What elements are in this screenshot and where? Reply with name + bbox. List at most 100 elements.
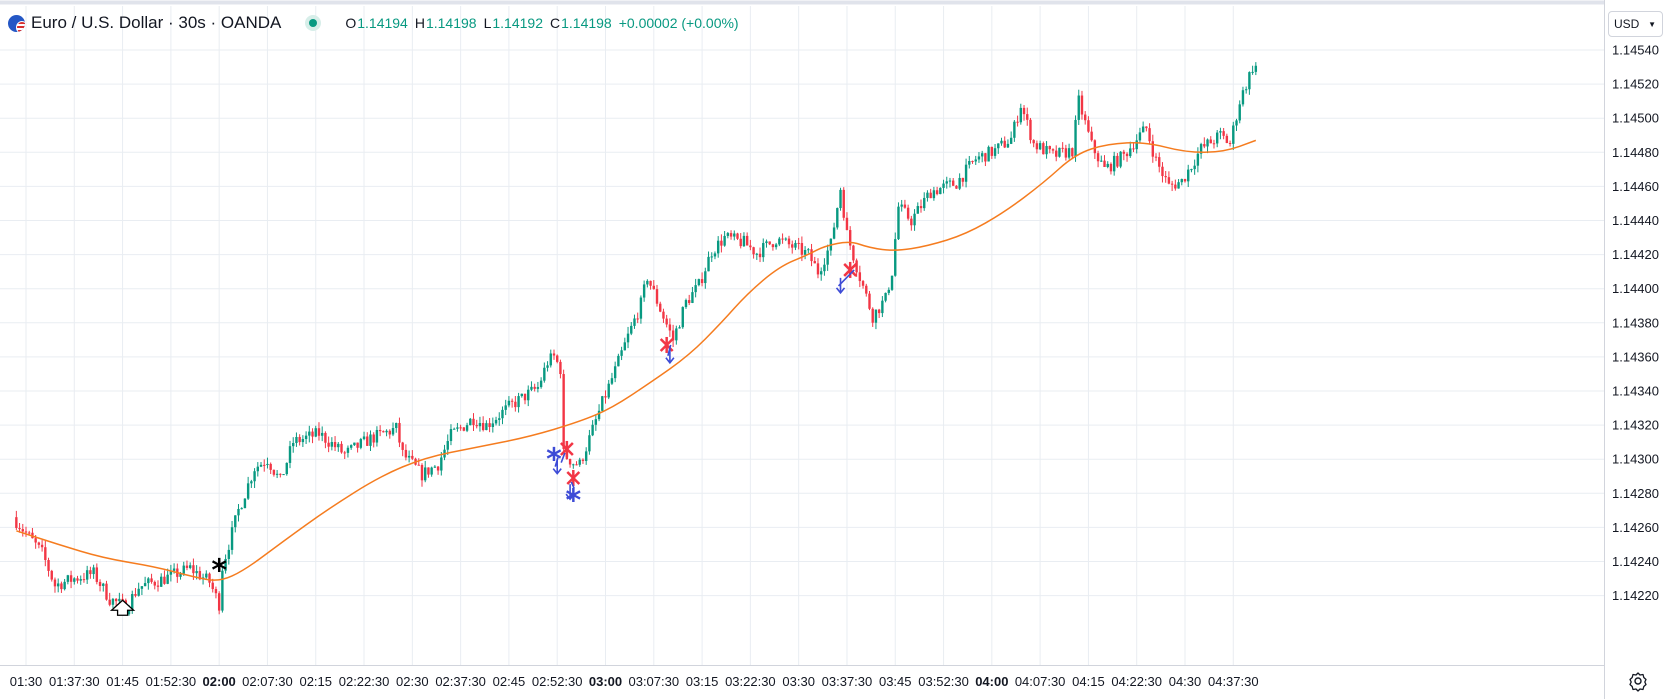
candle [684, 298, 688, 309]
candle [510, 398, 514, 408]
time-tick-label: 01:45 [106, 674, 139, 689]
candle [279, 473, 282, 478]
price-tick-label: 1.14380 [1612, 315, 1659, 330]
price-tick-label: 1.14420 [1612, 247, 1659, 262]
candle [234, 515, 237, 533]
candle [613, 361, 617, 383]
candle [736, 232, 739, 240]
candle [472, 413, 475, 432]
candle [716, 236, 720, 258]
price-tick-label: 1.14520 [1612, 77, 1659, 92]
eur-usd-flags-icon[interactable] [8, 14, 25, 32]
candle [1248, 71, 1251, 95]
candle [968, 155, 971, 169]
candle [1100, 155, 1103, 162]
candle [92, 564, 95, 579]
candle [47, 557, 50, 577]
candle [826, 244, 829, 271]
candle [668, 318, 672, 337]
candle [877, 308, 881, 319]
candle [942, 179, 945, 194]
candle [79, 575, 82, 585]
candle [292, 437, 295, 453]
candle [56, 578, 60, 593]
candle [1132, 142, 1135, 153]
candle [1177, 179, 1180, 189]
candle [1042, 141, 1045, 155]
candle [710, 252, 713, 262]
candle [1135, 134, 1138, 154]
candle [140, 586, 144, 596]
arrow-down-marker-icon [565, 484, 575, 501]
candle [1251, 65, 1254, 75]
candle [749, 239, 752, 251]
candle [855, 258, 858, 277]
candle [1071, 147, 1074, 160]
market-open-dot-icon[interactable] [305, 15, 322, 31]
candle [317, 422, 321, 441]
candle [1199, 142, 1203, 159]
candle [308, 425, 311, 443]
price-tick-label: 1.14540 [1612, 43, 1659, 58]
candle [588, 429, 591, 455]
candle [295, 432, 298, 447]
currency-button[interactable]: USD ▼ [1608, 11, 1663, 37]
candle [784, 237, 787, 242]
price-axis[interactable]: 1.14540 1.14520 1.14500 1.14480 1.14460 1.144… [1612, 43, 1659, 604]
candle [73, 577, 76, 585]
candle [304, 431, 308, 444]
candle [346, 445, 350, 458]
marker-connector [560, 452, 566, 463]
candle [356, 442, 359, 453]
candle [488, 418, 491, 433]
candle [340, 441, 343, 454]
candle [758, 247, 762, 263]
candle [1122, 149, 1126, 161]
candle [1022, 105, 1026, 121]
candle [910, 215, 913, 231]
candle [166, 568, 169, 585]
candle [646, 279, 649, 288]
candle [143, 576, 147, 587]
candle [681, 306, 684, 329]
candle [514, 395, 517, 412]
candle [188, 562, 192, 570]
candle [420, 463, 424, 487]
candle [456, 422, 459, 432]
candle [269, 462, 272, 475]
candle [311, 428, 314, 444]
candle [939, 187, 942, 195]
time-axis[interactable]: 01:30 01:37:30 01:45 01:52:30 02:00 02:07:30 0… [10, 674, 1259, 689]
candle [436, 465, 440, 475]
time-tick-label: 02:15 [299, 674, 332, 689]
candle [771, 243, 775, 251]
candle [945, 176, 948, 189]
candle [275, 470, 279, 479]
candle [76, 575, 79, 584]
candle [601, 395, 604, 412]
candle [675, 325, 678, 345]
candle [961, 177, 965, 187]
candle [791, 240, 794, 254]
candle [868, 290, 871, 311]
settings-gear-icon[interactable] [1627, 670, 1649, 692]
chevron-down-icon: ▼ [1648, 20, 1656, 29]
candle [890, 275, 894, 291]
candle [993, 144, 997, 159]
candle [1244, 86, 1248, 94]
candle [89, 566, 92, 579]
candle [1083, 111, 1087, 125]
symbol-title[interactable]: Euro / U.S. Dollar · 30s · OANDA [31, 13, 282, 32]
candle [253, 468, 256, 489]
candle [903, 199, 907, 209]
candle [662, 308, 665, 323]
time-tick-label: 04:07:30 [1015, 674, 1066, 689]
candle [250, 479, 253, 488]
candle [433, 465, 437, 468]
candle [726, 232, 730, 239]
candle [659, 301, 662, 313]
candle [642, 280, 646, 302]
candle [82, 572, 86, 583]
candle [475, 419, 478, 429]
